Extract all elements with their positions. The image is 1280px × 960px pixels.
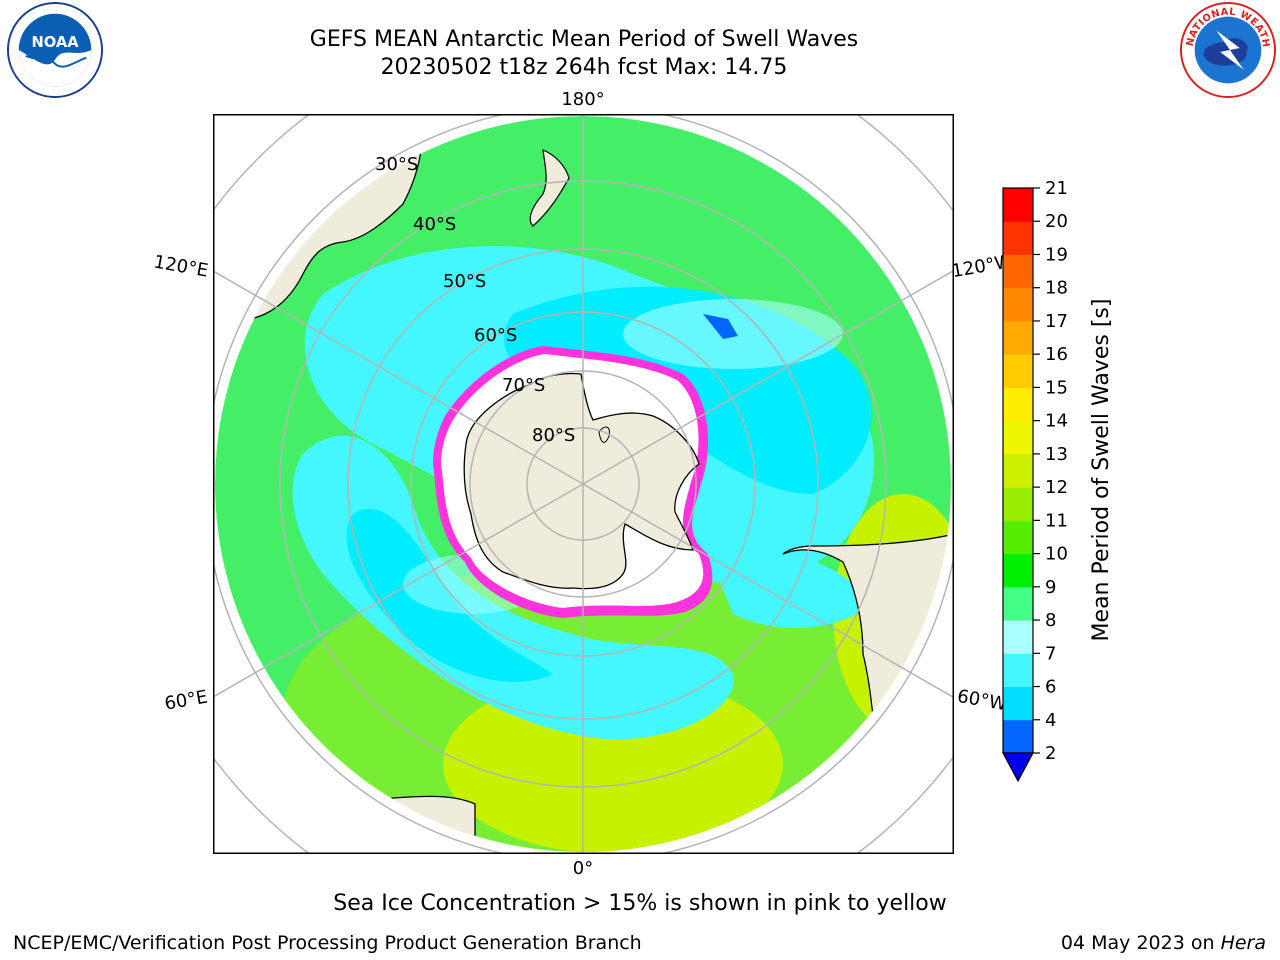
colorbar-block <box>1003 188 1033 222</box>
parallel-label: 50°S <box>443 271 486 292</box>
colorbar-block <box>1003 320 1033 355</box>
parallel-label: 30°S <box>375 154 418 175</box>
meridian-label: 60°E <box>163 686 209 714</box>
nws-logo-icon: NATIONAL WEATHER SERVICE <box>1178 1 1277 99</box>
noaa-logo-icon: NOAA <box>6 1 104 99</box>
graticule <box>213 114 954 854</box>
colorbar-tick-label: 9 <box>1045 577 1056 598</box>
chart-title: GEFS MEAN Antarctic Mean Period of Swell… <box>309 27 859 52</box>
colorbar-ticks: 2 4 6 7 8 9 10 11 12 13 14 15 16 17 18 19 20 21 <box>1033 178 1068 764</box>
antarctica-land <box>463 372 700 590</box>
colorbar-block <box>1003 487 1033 521</box>
colorbar-tick-label: 8 <box>1045 610 1056 631</box>
noaa-logo-text: NOAA <box>31 34 79 51</box>
colorbar-block <box>1003 221 1033 255</box>
colorbar-tick-label: 14 <box>1045 411 1068 432</box>
footer-date-text: 04 May 2023 on <box>1060 932 1221 954</box>
parallel-label: 60°S <box>474 325 517 346</box>
colorbar-tick-label: 21 <box>1045 178 1068 199</box>
colorbar-tick-label: 15 <box>1045 377 1068 398</box>
colorbar: 2 4 6 7 8 9 10 11 12 13 14 15 16 17 18 19 20 21 Mean Peri… <box>1001 178 1114 783</box>
sea-ice-caption: Sea Ice Concentration > 15% is shown in … <box>333 891 947 916</box>
chart-subtitle: 20230502 t18z 264h fcst Max: 14.75 <box>380 55 788 80</box>
colorbar-block <box>1003 453 1033 488</box>
colorbar-label: Mean Period of Swell Waves [s] <box>1089 299 1114 642</box>
polar-map: 30°S 40°S 50°S 60°S 70°S 80°S <box>213 114 954 854</box>
colorbar-block <box>1003 520 1033 555</box>
meridian-label: 180° <box>561 89 604 110</box>
colorbar-block <box>1003 387 1033 422</box>
colorbar-extend-triangle <box>1001 752 1035 783</box>
colorbar-tick-label: 7 <box>1045 643 1056 664</box>
colorbar-tick-label: 2 <box>1045 743 1056 764</box>
parallel-label: 40°S <box>413 214 456 235</box>
colorbar-block <box>1003 553 1033 588</box>
footer-host: Hera <box>1220 932 1266 954</box>
meridian-label: 0° <box>573 858 593 879</box>
colorbar-tick-label: 18 <box>1045 278 1068 299</box>
colorbar-tick-label: 16 <box>1045 344 1068 365</box>
colorbar-block <box>1003 287 1033 322</box>
parallel-label: 80°S <box>532 425 575 446</box>
colorbar-block <box>1003 354 1033 388</box>
colorbar-blocks <box>1002 187 1034 754</box>
parallel-labels: 30°S 40°S 50°S 60°S 70°S 80°S <box>375 154 575 446</box>
colorbar-tick-label: 20 <box>1045 211 1068 232</box>
new-zealand-land <box>529 149 570 227</box>
colorbar-block <box>1003 254 1033 289</box>
colorbar-block <box>1003 686 1033 721</box>
colorbar-block <box>1003 653 1033 688</box>
parallel-label: 70°S <box>502 375 545 396</box>
colorbar-tick-label: 10 <box>1045 544 1068 565</box>
map-border <box>213 114 954 854</box>
colorbar-tick-label: 13 <box>1045 444 1068 465</box>
footer-branch-credit: NCEP/EMC/Verification Post Processing Pr… <box>13 932 642 954</box>
colorbar-block <box>1003 586 1033 621</box>
meridian-label: 120°E <box>152 251 210 281</box>
colorbar-block <box>1003 719 1033 754</box>
colorbar-tick-label: 19 <box>1045 244 1068 265</box>
colorbar-block <box>1003 420 1033 455</box>
colorbar-tick-label: 11 <box>1045 510 1068 531</box>
colorbar-tick-label: 4 <box>1045 710 1056 731</box>
colorbar-tick-label: 17 <box>1045 311 1068 332</box>
footer-date: 04 May 2023 on Hera <box>1061 932 1266 954</box>
colorbar-tick-label: 6 <box>1045 677 1056 698</box>
colorbar-block <box>1003 620 1033 654</box>
colorbar-tick-label: 12 <box>1045 477 1068 498</box>
